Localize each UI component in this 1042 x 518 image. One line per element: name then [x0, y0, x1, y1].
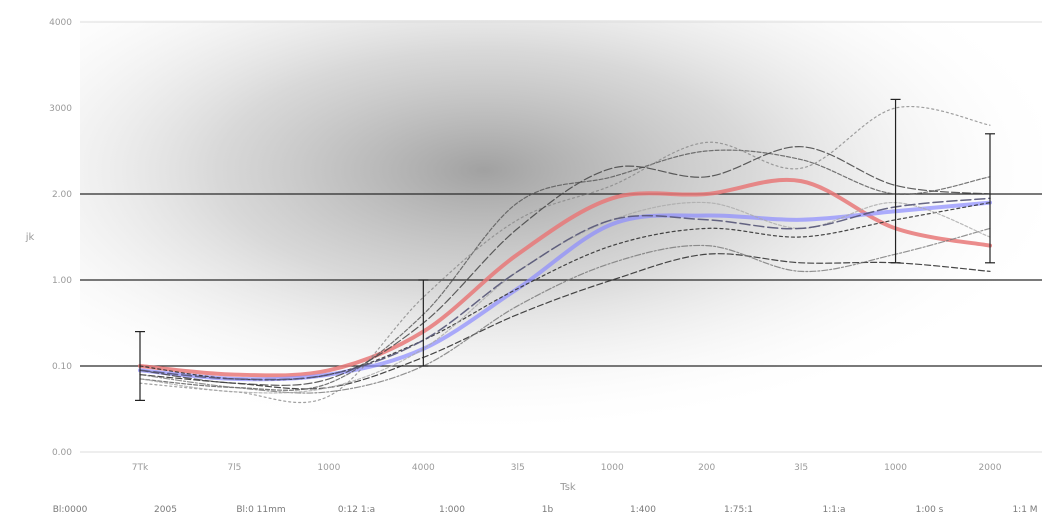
legend-entry-8: 1:1:a — [822, 505, 845, 515]
y-tick-label-4: 3000 — [49, 104, 72, 114]
x-axis-title: Tsk — [559, 482, 576, 493]
legend: Bl:0000 2005 Bl:0 11mm 0:12 1:a 1:000 1b 1:400… — [53, 505, 1038, 515]
series-line-0 — [138, 177, 992, 378]
x-tick-label-8: 1000 — [884, 463, 907, 473]
y-tick-label-1: 0.10 — [52, 362, 72, 372]
series-line-4 — [139, 149, 991, 391]
y-tick-label-5: 4000 — [49, 18, 72, 28]
series-line-7 — [139, 146, 991, 386]
series-line-9 — [139, 197, 991, 381]
legend-entry-0: Bl:0000 — [53, 505, 88, 515]
legend-entry-10: 1:1 M — [1012, 505, 1037, 515]
y-axis-title: jk — [25, 232, 35, 243]
legend-entry-7: 1:75:1 — [724, 505, 753, 515]
x-tick-label-3: 4000 — [412, 463, 435, 473]
legend-entry-5: 1b — [542, 505, 554, 515]
series-lines — [138, 106, 992, 404]
y-tick-label-2: 1.00 — [52, 276, 72, 286]
legend-entry-1: 2005 — [154, 505, 177, 515]
y-tick-labels: 0.00 0.10 1.00 2.00 3000 4000 — [49, 18, 72, 458]
series-line-5 — [139, 106, 991, 404]
x-tick-labels: 7Tk 7l5 1000 4000 3l5 1000 200 3l5 1000 2000 — [132, 463, 1002, 473]
legend-entry-4: 1:000 — [439, 505, 465, 515]
error-bars — [135, 98, 995, 401]
legend-entry-2: Bl:0 11mm — [236, 505, 285, 515]
x-tick-label-7: 3l5 — [794, 463, 808, 473]
x-tick-label-0: 7Tk — [132, 463, 149, 473]
x-tick-label-1: 7l5 — [227, 463, 241, 473]
legend-entry-3: 0:12 1:a — [338, 505, 375, 515]
series-line-2 — [139, 253, 991, 390]
legend-entry-6: 1:400 — [630, 505, 656, 515]
x-tick-label-4: 3l5 — [511, 463, 525, 473]
x-tick-label-6: 200 — [698, 463, 715, 473]
x-tick-label-5: 1000 — [601, 463, 624, 473]
x-tick-label-2: 1000 — [317, 463, 340, 473]
legend-entry-9: 1:00 s — [916, 505, 944, 515]
y-tick-label-0: 0.00 — [52, 448, 72, 458]
x-tick-label-9: 2000 — [979, 463, 1002, 473]
y-tick-label-3: 2.00 — [52, 190, 72, 200]
gridlines — [80, 21, 1042, 453]
plot-background — [80, 20, 1042, 450]
